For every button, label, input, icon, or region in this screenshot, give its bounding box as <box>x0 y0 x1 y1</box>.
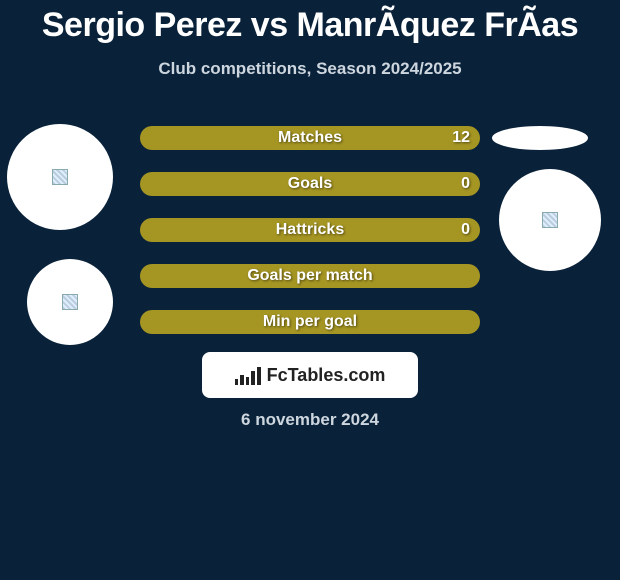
fctables-logo: FcTables.com <box>202 352 418 398</box>
player-avatar-right <box>499 169 601 271</box>
stat-bar-label: Goals per match <box>140 267 480 285</box>
broken-image-icon <box>52 169 68 185</box>
player-avatar-left-2 <box>27 259 113 345</box>
page-subtitle: Club competitions, Season 2024/2025 <box>0 59 620 79</box>
stat-bar: Goals per match <box>140 264 480 288</box>
stat-bar: Min per goal <box>140 310 480 334</box>
player-avatar-left-1 <box>7 124 113 230</box>
logo-text: FcTables.com <box>267 365 386 386</box>
stat-bar-label: Hattricks <box>140 221 480 239</box>
stat-bar-label: Goals <box>140 175 480 193</box>
stat-bar-label: Matches <box>140 129 480 147</box>
broken-image-icon <box>542 212 558 228</box>
stat-bar: Hattricks0 <box>140 218 480 242</box>
logo-bars-icon <box>235 365 261 385</box>
comparison-bars: Matches12Goals0Hattricks0Goals per match… <box>140 126 480 356</box>
page-title: Sergio Perez vs ManrÃ­quez FrÃ­as <box>0 0 620 45</box>
stat-bar: Matches12 <box>140 126 480 150</box>
broken-image-icon <box>62 294 78 310</box>
stat-bar-value: 0 <box>461 221 470 239</box>
stat-bar: Goals0 <box>140 172 480 196</box>
stat-bar-value: 0 <box>461 175 470 193</box>
footer-date: 6 november 2024 <box>0 410 620 430</box>
decorative-ellipse <box>492 126 588 150</box>
stat-bar-label: Min per goal <box>140 313 480 331</box>
stat-bar-value: 12 <box>452 129 470 147</box>
